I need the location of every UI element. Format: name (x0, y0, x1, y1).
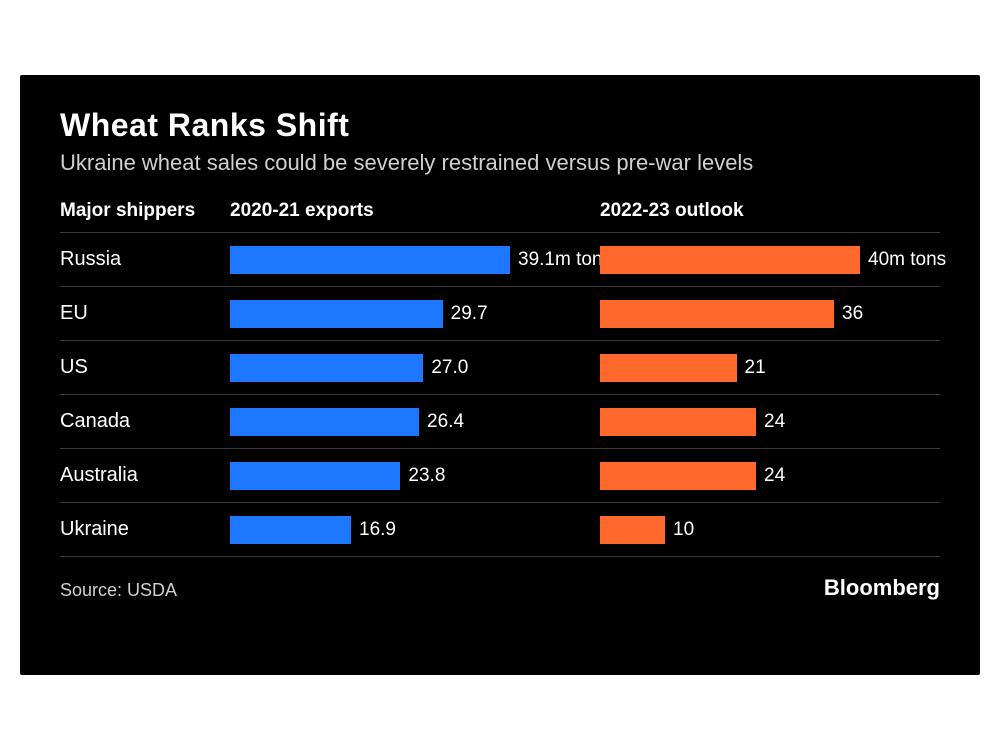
bar-cell-series-2: 10 (600, 503, 940, 556)
bar-cell-series-1: 27.0 (230, 341, 600, 394)
bar-series-2 (600, 408, 756, 436)
chart-card: Wheat Ranks Shift Ukraine wheat sales co… (20, 75, 980, 675)
bar-value-series-1: 26.4 (427, 411, 464, 433)
bar-cell-series-1: 16.9 (230, 503, 600, 556)
bar-series-1 (230, 300, 443, 328)
bar-value-series-2: 21 (745, 357, 766, 379)
bar-value-series-1: 16.9 (359, 519, 396, 541)
bar-series-1 (230, 462, 400, 490)
bar-cell-series-1: 29.7 (230, 287, 600, 340)
chart-title: Wheat Ranks Shift (60, 107, 940, 144)
bar-series-1 (230, 516, 351, 544)
bar-series-2 (600, 516, 665, 544)
bar-series-2 (600, 354, 737, 382)
bar-cell-series-1: 39.1m tons (230, 233, 600, 286)
row-label: Canada (60, 410, 230, 433)
row-label: EU (60, 302, 230, 325)
chart-row: Canada 26.4 24 (60, 394, 940, 448)
bar-value-series-1: 39.1m tons (518, 249, 612, 271)
chart-rows: Russia39.1m tons40m tonsEU29.736US27.021… (60, 232, 940, 556)
bar-cell-series-2: 21 (600, 341, 940, 394)
bar-value-series-2: 36 (842, 303, 863, 325)
row-label: Australia (60, 464, 230, 487)
header-series-1: 2020-21 exports (230, 200, 600, 222)
bar-cell-series-1: 26.4 (230, 395, 600, 448)
bar-value-series-1: 29.7 (451, 303, 488, 325)
bar-value-series-2: 24 (764, 411, 785, 433)
bar-cell-series-2: 24 (600, 395, 940, 448)
bar-value-series-2: 10 (673, 519, 694, 541)
bar-series-1 (230, 408, 419, 436)
chart-row: EU 29.7 36 (60, 286, 940, 340)
footer-row: Source: USDA Bloomberg (60, 556, 940, 601)
bar-series-2 (600, 462, 756, 490)
row-label: Russia (60, 248, 230, 271)
header-major-shippers: Major shippers (60, 200, 230, 222)
bar-cell-series-2: 36 (600, 287, 940, 340)
bar-series-2 (600, 300, 834, 328)
bar-value-series-1: 23.8 (408, 465, 445, 487)
brand-text: Bloomberg (824, 575, 940, 601)
bar-series-1 (230, 246, 510, 274)
bar-value-series-1: 27.0 (431, 357, 468, 379)
bar-cell-series-2: 40m tons (600, 233, 940, 286)
chart-row: Ukraine 16.9 10 (60, 502, 940, 556)
row-label: Ukraine (60, 518, 230, 541)
bar-value-series-2: 24 (764, 465, 785, 487)
bar-series-2 (600, 246, 860, 274)
column-headers: Major shippers 2020-21 exports 2022-23 o… (60, 200, 940, 232)
chart-subtitle: Ukraine wheat sales could be severely re… (60, 150, 940, 176)
bar-cell-series-1: 23.8 (230, 449, 600, 502)
chart-row: US 27.0 21 (60, 340, 940, 394)
chart-row: Russia39.1m tons40m tons (60, 232, 940, 286)
header-series-2: 2022-23 outlook (600, 200, 940, 222)
source-text: Source: USDA (60, 580, 177, 601)
bar-series-1 (230, 354, 423, 382)
chart-row: Australia 23.8 24 (60, 448, 940, 502)
bar-cell-series-2: 24 (600, 449, 940, 502)
row-label: US (60, 356, 230, 379)
bar-value-series-2: 40m tons (868, 249, 946, 271)
